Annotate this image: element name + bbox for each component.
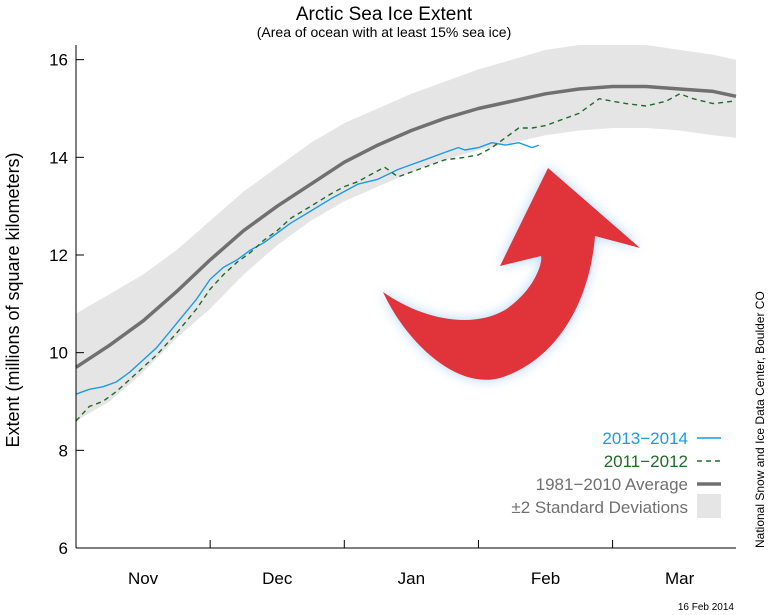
series-2011-2012-line [75,93,734,422]
std-dev-band [76,45,736,421]
x-tick-label: Jan [398,569,425,588]
chart-subtitle: (Area of ocean with at least 15% sea ice… [257,24,511,40]
average-line [75,84,737,369]
credit-note: National Snow and Ice Data Center, Bould… [753,291,767,548]
x-tick-label: Feb [531,569,560,588]
x-tick-label: Mar [665,569,695,588]
arrow-shape [383,168,640,380]
series-2013-2014-line [75,141,540,395]
x-tick-label: Dec [262,569,293,588]
y-tick-label: 10 [49,344,68,363]
legend-label-band: ±2 Standard Deviations [511,498,688,517]
x-tick-label: Nov [128,569,159,588]
y-tick-label: 12 [49,246,68,265]
y-tick-label: 16 [49,51,68,70]
legend: 2013−2014 2011−2012 1981−2010 Average ±2… [511,429,721,518]
big-red-arrow [383,168,640,380]
legend-label-average: 1981−2010 Average [536,475,688,494]
y-tick-label: 6 [59,539,68,558]
legend-swatch-band [697,494,721,518]
y-axis-label: Extent (millions of square kilometers) [3,152,23,447]
plot-layer: 6 8 10 12 14 16 Nov Dec Jan Feb Mar [49,45,737,588]
y-tick-label: 14 [49,148,68,167]
date-stamp: 16 Feb 2014 [678,602,735,613]
chart-title: Arctic Sea Ice Extent [296,4,473,25]
legend-label-2011: 2011−2012 [604,452,688,471]
y-tick-label: 8 [59,441,68,460]
legend-label-2013: 2013−2014 [602,429,688,448]
